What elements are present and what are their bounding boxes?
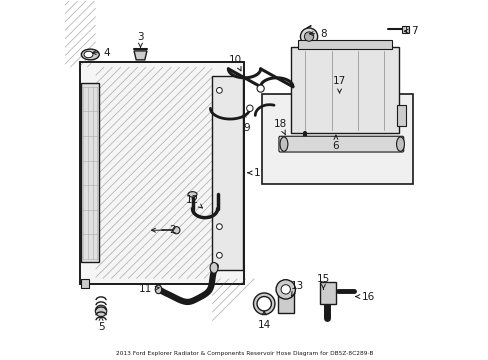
Bar [81, 279, 88, 288]
Text: 6: 6 [332, 135, 339, 151]
Text: 12: 12 [185, 195, 202, 208]
Bar [212, 76, 242, 270]
Ellipse shape [210, 262, 218, 273]
Circle shape [300, 28, 317, 45]
Text: 5: 5 [98, 316, 104, 332]
Bar [277, 291, 293, 313]
Ellipse shape [81, 49, 99, 60]
Circle shape [281, 285, 290, 294]
Bar [80, 62, 244, 284]
Circle shape [216, 87, 222, 93]
Text: 9: 9 [242, 114, 249, 133]
Circle shape [216, 224, 222, 229]
Text: 7: 7 [404, 26, 417, 36]
Bar [319, 282, 335, 304]
Ellipse shape [187, 192, 197, 197]
Polygon shape [134, 51, 147, 60]
Bar [262, 94, 412, 184]
Circle shape [216, 252, 222, 258]
Text: 2: 2 [151, 225, 176, 235]
FancyBboxPatch shape [278, 136, 403, 152]
Text: 13: 13 [290, 281, 304, 296]
Circle shape [276, 280, 295, 299]
Text: 17: 17 [332, 76, 346, 93]
Bar [290, 47, 398, 134]
Bar [80, 62, 244, 284]
Text: 3: 3 [137, 32, 143, 48]
Circle shape [95, 305, 106, 317]
Bar [402, 26, 408, 33]
Ellipse shape [396, 137, 404, 151]
Circle shape [304, 32, 313, 41]
Circle shape [172, 226, 180, 234]
Text: 18: 18 [273, 120, 286, 135]
Text: 8: 8 [309, 29, 326, 39]
Bar [396, 105, 405, 126]
Text: 14: 14 [257, 311, 270, 330]
Bar [81, 83, 99, 262]
Text: 2013 Ford Explorer Radiator & Components Reservoir Hose Diagram for DB5Z-8C289-B: 2013 Ford Explorer Radiator & Components… [116, 351, 372, 356]
Circle shape [257, 85, 264, 92]
Ellipse shape [155, 285, 162, 294]
Text: 16: 16 [355, 292, 374, 302]
Text: 15: 15 [316, 274, 329, 289]
Ellipse shape [280, 137, 287, 151]
Circle shape [246, 105, 253, 112]
Text: 4: 4 [92, 48, 109, 58]
Bar [298, 40, 391, 49]
Ellipse shape [84, 51, 93, 58]
Text: 1: 1 [247, 168, 260, 178]
Text: 11: 11 [139, 284, 159, 294]
Text: 10: 10 [228, 55, 242, 71]
